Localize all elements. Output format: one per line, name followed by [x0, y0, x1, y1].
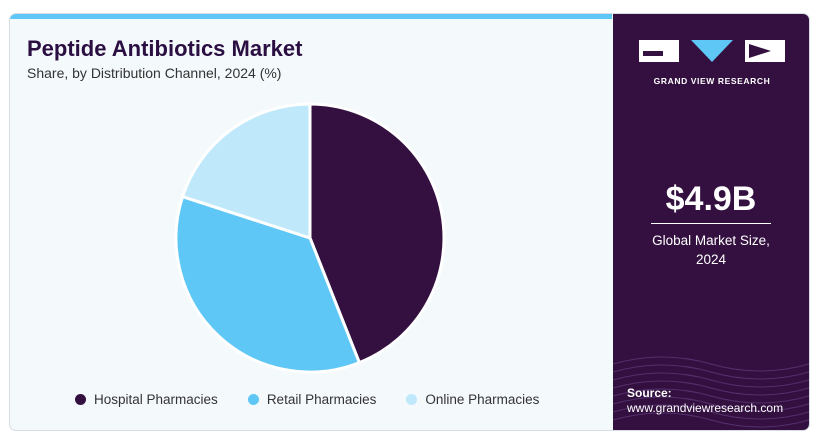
pie-slice-online [181, 102, 312, 240]
source-label: Source: [627, 386, 672, 400]
sidebar-panel: GRAND VIEW RESEARCH $4.9B Global Market … [613, 14, 809, 430]
chart-title: Peptide Antibiotics Market [27, 36, 303, 61]
legend-swatch [406, 394, 418, 405]
legend-label: Online Pharmacies [425, 392, 540, 407]
legend-swatch [75, 394, 86, 405]
logo-mark-icon [639, 40, 785, 62]
legend-item-hospital: Hospital Pharmacies [75, 392, 218, 407]
decorative-waves [613, 356, 809, 428]
source-note: Source: www.grandviewresearch.com [627, 386, 783, 416]
legend-label: Hospital Pharmacies [94, 392, 218, 407]
legend-item-retail: Retail Pharmacies [247, 392, 377, 407]
legend: Hospital Pharmacies Retail Pharmacies On… [75, 392, 539, 407]
kpi-divider [651, 223, 771, 224]
market-size-label-line2: 2024 [695, 252, 727, 267]
legend-item-online: Online Pharmacies [406, 392, 539, 407]
brand-logo: GRAND VIEW RESEARCH [639, 38, 785, 86]
pie-slice-retail [174, 195, 361, 374]
accent-bar [10, 14, 612, 19]
market-size-label-line1: Global Market Size, [652, 233, 770, 248]
legend-label: Retail Pharmacies [266, 392, 377, 407]
legend-swatch [247, 394, 259, 405]
pie-slice-hospital [308, 102, 446, 365]
chart-card: Peptide Antibiotics Market Share, by Dis… [10, 14, 809, 430]
brand-name: GRAND VIEW RESEARCH [653, 76, 771, 86]
market-size-value: $4.9B [665, 180, 757, 218]
market-size-label: Global Market Size, 2024 [613, 231, 809, 269]
source-link[interactable]: www.grandviewresearch.com [627, 401, 784, 415]
chart-subtitle: Share, by Distribution Channel, 2024 (%) [27, 65, 282, 81]
pie-chart [174, 102, 446, 374]
